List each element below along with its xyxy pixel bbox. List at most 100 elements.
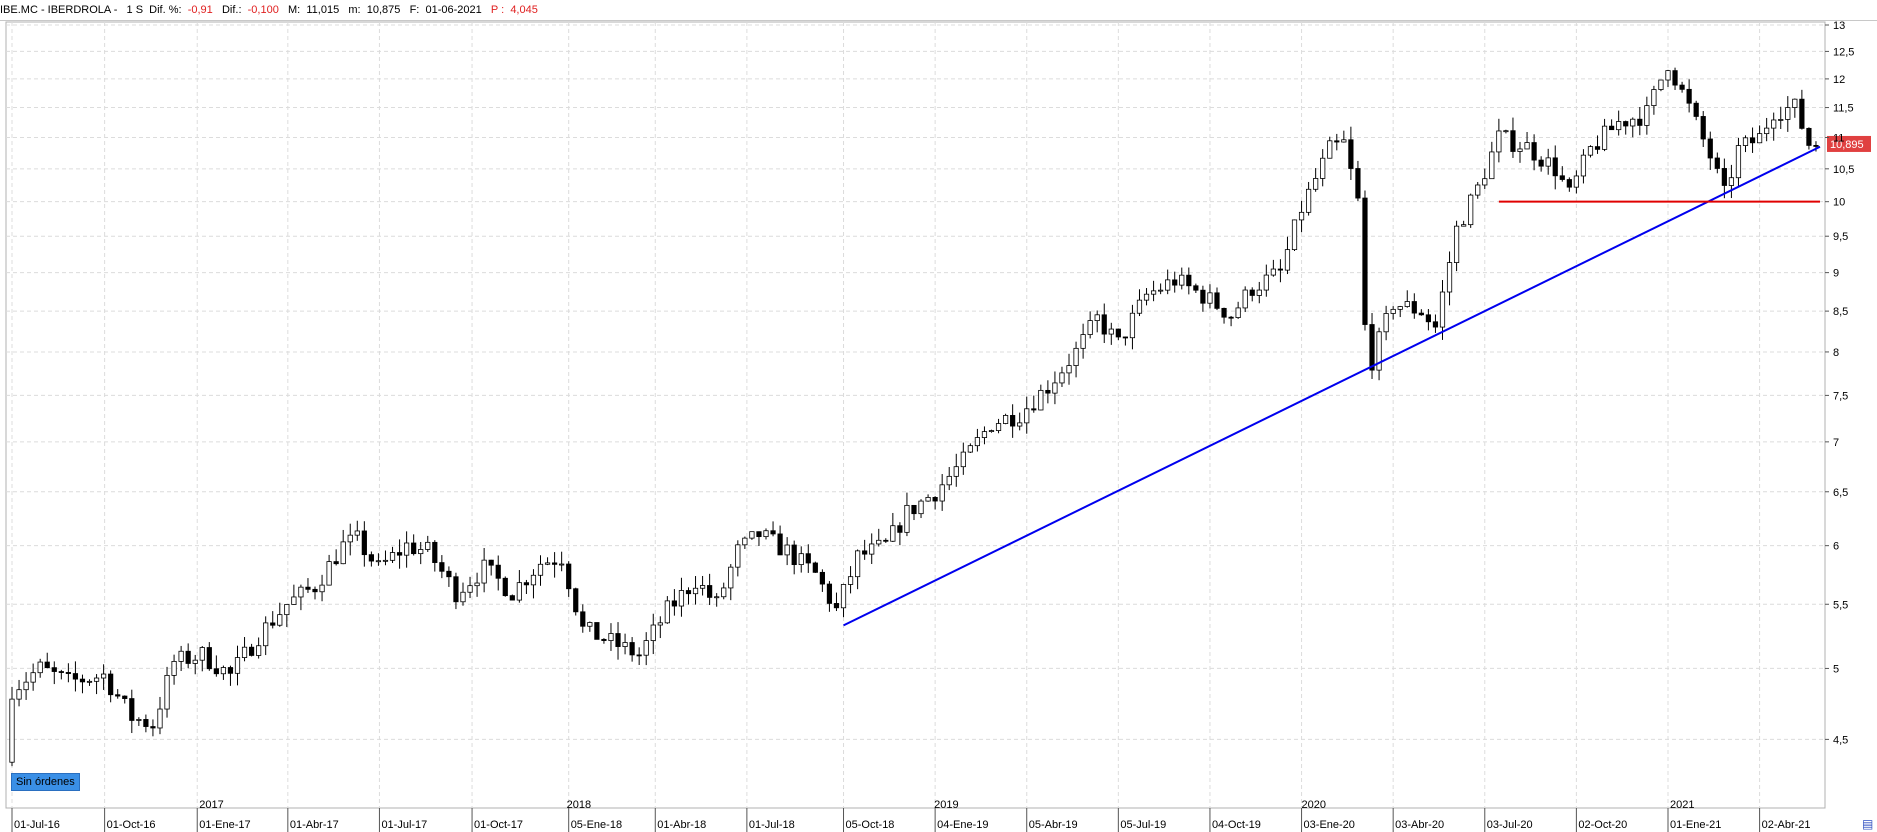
candle-down: [1539, 160, 1543, 166]
candle-up: [764, 531, 768, 537]
candle-up: [996, 424, 1000, 431]
candle-up: [714, 597, 718, 598]
candle-up: [785, 545, 789, 555]
candle-up: [1659, 80, 1663, 90]
candle-up: [743, 538, 747, 545]
low-value: 10,875: [367, 0, 401, 20]
y-tick-label: 5,5: [1833, 599, 1848, 611]
candle-down: [503, 578, 507, 595]
candle-up: [736, 545, 740, 567]
y-tick-label: 11,5: [1833, 103, 1854, 115]
candle-down: [552, 563, 556, 564]
high-label: M:: [288, 0, 300, 20]
candle-up: [256, 646, 260, 656]
x-tick-label: 03-Abr-20: [1395, 819, 1444, 831]
candle-up: [475, 583, 479, 586]
candle-down: [116, 695, 120, 696]
candle-up: [989, 431, 993, 432]
candle-down: [1412, 302, 1416, 314]
x-tick-label: 03-Ene-20: [1304, 819, 1355, 831]
candle-up: [1468, 195, 1472, 225]
candle-down: [1553, 158, 1557, 176]
candle-up: [193, 660, 197, 663]
candle-up: [1461, 225, 1465, 227]
y-tick-label: 9,5: [1833, 231, 1848, 243]
candle-down: [433, 542, 437, 562]
candle-down: [595, 623, 599, 640]
y-tick-label: 10,5: [1833, 164, 1854, 176]
symbol-label: IBE.MC - IBERDROLA -: [0, 0, 117, 20]
candle-up: [623, 643, 627, 647]
candle-up: [968, 446, 972, 452]
candle-up: [1271, 269, 1275, 275]
candle-down: [1032, 409, 1036, 410]
candle-down: [757, 532, 761, 537]
candle-up: [1771, 120, 1775, 128]
chart-overlays: 10,895: [844, 136, 1871, 625]
candle-down: [1426, 315, 1430, 322]
candle-up: [94, 678, 98, 681]
candle-down: [686, 591, 690, 594]
candle-down: [130, 699, 134, 721]
candle-down: [489, 560, 493, 565]
candle-up: [1130, 313, 1134, 337]
dif-pct-label: Dif. %:: [149, 0, 181, 20]
candle-up: [320, 585, 324, 592]
candle-down: [1722, 168, 1726, 185]
candle-up: [1497, 131, 1501, 152]
candle-up: [1546, 158, 1550, 166]
candle-down: [1673, 71, 1677, 85]
candle-down: [602, 639, 606, 640]
candle-down: [820, 572, 824, 584]
candle-up: [1631, 119, 1635, 126]
candle-up: [1645, 106, 1649, 126]
orders-badge[interactable]: Sin órdenes: [11, 773, 80, 791]
candle-down: [792, 545, 796, 565]
candle-up: [1736, 146, 1740, 178]
plot-frame: [6, 22, 1825, 808]
candle-up: [1743, 138, 1747, 146]
candle-up: [1793, 99, 1797, 107]
candle-down: [1807, 128, 1811, 145]
save-icon[interactable]: ▤: [1862, 818, 1874, 830]
candle-up: [1616, 122, 1620, 130]
candle-down: [1123, 337, 1127, 338]
candle-up: [1320, 158, 1324, 178]
candle-up: [855, 551, 859, 577]
candle-up: [1574, 176, 1578, 187]
candle-down: [933, 497, 937, 501]
candle-up: [1454, 226, 1458, 262]
candle-up: [1081, 335, 1085, 349]
candle-down: [1116, 329, 1120, 337]
p-value: 4,045: [510, 0, 538, 20]
candle-up: [1440, 292, 1444, 327]
candle-up: [1581, 155, 1585, 176]
candle-up: [482, 560, 486, 583]
candle-down: [1349, 140, 1353, 169]
candle-up: [1017, 423, 1021, 426]
year-label: 2018: [567, 799, 591, 811]
candle-up: [1074, 348, 1078, 365]
candle-up: [1342, 140, 1346, 142]
candle-up: [1313, 178, 1317, 189]
candle-up: [1588, 147, 1592, 156]
candle-up: [1257, 290, 1261, 295]
candle-up: [1602, 126, 1606, 149]
candle-down: [672, 601, 676, 606]
candle-up: [693, 588, 697, 593]
candle-down: [1595, 147, 1599, 150]
candle-down: [862, 551, 866, 554]
candle-up: [1095, 315, 1099, 321]
candle-up: [242, 647, 246, 657]
candle-up: [165, 675, 169, 709]
candle-down: [1708, 139, 1712, 158]
candle-down: [369, 555, 373, 561]
candle-up: [299, 587, 303, 597]
candle-up: [848, 577, 852, 585]
candle-down: [1250, 290, 1254, 295]
candle-up: [137, 719, 141, 720]
low-label: m:: [348, 0, 360, 20]
candle-down: [1010, 415, 1014, 426]
candle-up: [1208, 293, 1212, 303]
